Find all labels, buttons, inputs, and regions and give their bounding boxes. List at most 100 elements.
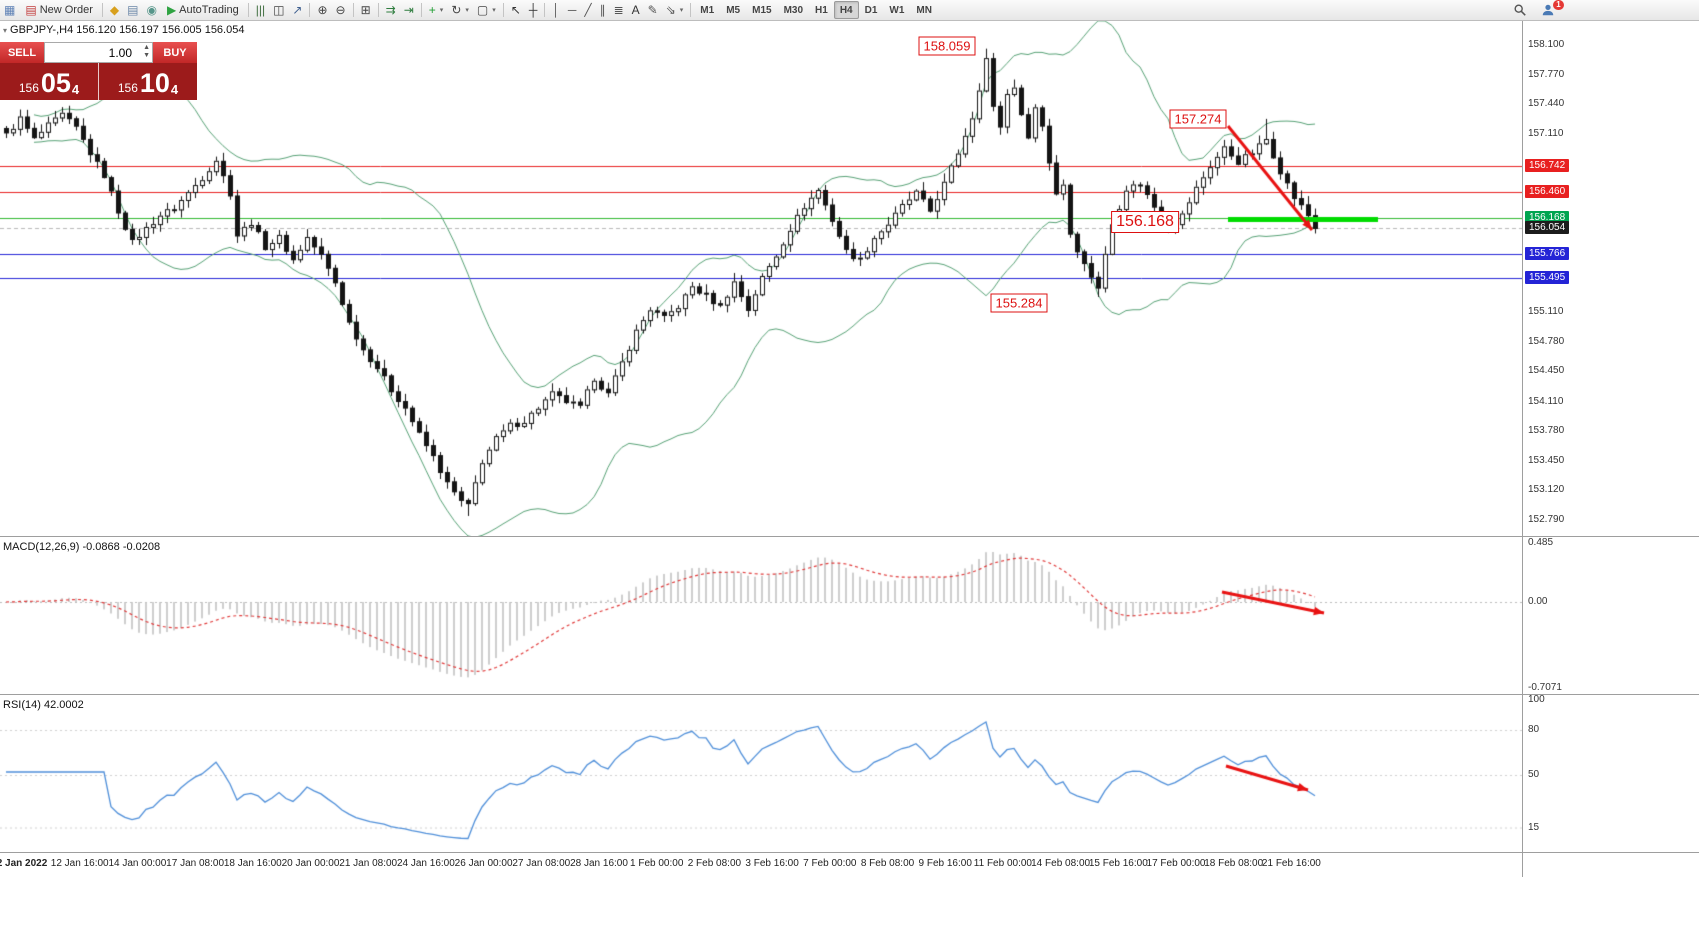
date-label: 18 Feb 08:00	[1204, 858, 1264, 869]
volume-down-icon[interactable]: ▼	[143, 52, 150, 59]
timeframe-mn-button[interactable]: MN	[916, 4, 932, 16]
timeframe-m15-button[interactable]: M15	[752, 4, 772, 16]
macd-canvas[interactable]	[0, 537, 1522, 693]
price-chart-canvas[interactable]	[0, 20, 1522, 536]
buy-button[interactable]: BUY	[153, 42, 197, 63]
sell-price-prefix: 156	[18, 81, 39, 95]
chart-window-icon[interactable]: ▦	[4, 3, 16, 17]
candlestick-mode-icon[interactable]: ◫	[273, 3, 285, 17]
toolbar-separator	[377, 3, 379, 17]
rsi-axis-label: 50	[1528, 769, 1540, 780]
toolbar-right-group: 1	[1509, 0, 1564, 20]
zoom-in-icon[interactable]: ⊕	[317, 3, 328, 17]
time-axis[interactable]: 2 Jan 2022 12 Jan 16:00 14 Jan 00:00 17 Jan…	[0, 853, 1699, 877]
toolbar-separator	[690, 3, 692, 17]
rsi-axis-label: 15	[1528, 821, 1540, 833]
toolbar-separator	[309, 3, 311, 17]
cursor-tool-icon[interactable]: ↖	[510, 3, 521, 17]
sell-price-pip: 4	[71, 82, 80, 97]
price-level-badge: 155.495	[1525, 271, 1570, 285]
date-label: 27 Jan 08:00	[512, 858, 571, 869]
date-label: 17 Feb 00:00	[1146, 858, 1206, 869]
axis-separator	[1522, 20, 1523, 877]
toolbar: ▦ ▤ New Order ◆ ▤ ◉ ▶ AutoTrading ||| ◫ ↗ ⊕ ⊖ ⊞ ⇉ ⇥ + ▾ ↻ ▾…	[0, 0, 1699, 21]
volume-up-icon[interactable]: ▲	[143, 44, 150, 51]
new-order-button[interactable]: ▤ New Order	[25, 3, 93, 17]
sell-button[interactable]: SELL	[0, 42, 44, 63]
macd-axis-label: 0.00	[1528, 596, 1548, 607]
one-click-collapse-icon[interactable]: ▾	[3, 26, 8, 35]
timeframe-m30-button[interactable]: M30	[783, 4, 804, 16]
channel-tool-icon[interactable]: ∥	[599, 3, 606, 17]
horizontal-line-tool-icon[interactable]: ─	[567, 3, 577, 17]
depth-of-market-icon[interactable]: ▤	[127, 3, 139, 17]
toolbar-separator	[247, 3, 249, 17]
symbol-search-icon[interactable]	[1509, 1, 1531, 19]
bar-chart-mode-icon[interactable]: |||	[255, 3, 266, 17]
trendline-tool-icon[interactable]: ╱	[584, 3, 592, 17]
chart-shift-icon[interactable]: ⇥	[403, 3, 414, 17]
date-label: 8 Feb 08:00	[860, 858, 915, 869]
autotrading-button[interactable]: ▶ AutoTrading	[166, 3, 239, 17]
date-label: 20 Jan 00:00	[281, 858, 340, 869]
price-tick: 153.120	[1528, 484, 1565, 496]
buy-price-prefix: 156	[117, 81, 138, 95]
panel-separator[interactable]	[0, 536, 1699, 537]
macd-axis-label: -0.7071	[1528, 681, 1562, 693]
zoom-out-icon[interactable]: ⊖	[335, 3, 346, 17]
price-tick: 153.450	[1528, 454, 1565, 466]
price-tick: 152.790	[1528, 513, 1565, 525]
account-icon[interactable]: 1	[1537, 0, 1564, 19]
timeframe-w1-button[interactable]: W1	[889, 4, 905, 16]
macd-indicator-label: MACD(12,26,9) -0.0868 -0.0208	[3, 541, 161, 553]
buy-price-big: 10	[139, 68, 170, 98]
price-tick: 157.770	[1528, 68, 1565, 80]
date-label: 7 Feb 00:00	[803, 858, 857, 869]
toolbar-separator	[544, 3, 546, 17]
crosshair-tool-icon[interactable]: ┼	[528, 3, 538, 17]
toolbar-separator	[420, 3, 422, 17]
templates-menu-icon[interactable]: ▢ ▾	[476, 3, 496, 17]
volume-spinner[interactable]: ▲ ▼	[143, 44, 150, 60]
line-chart-mode-icon[interactable]: ↗	[292, 3, 303, 17]
timeframe-d1-button[interactable]: D1	[864, 4, 878, 16]
tile-windows-icon[interactable]: ⊞	[360, 3, 371, 17]
price-level-badge: 156.742	[1525, 159, 1570, 173]
date-label: 28 Jan 16:00	[570, 858, 628, 869]
timeframe-m5-button[interactable]: M5	[726, 4, 741, 16]
date-label: 18 Jan 16:00	[223, 858, 282, 869]
auto-scroll-icon[interactable]: ⇉	[385, 3, 396, 17]
toolbar-separator	[502, 3, 504, 17]
volume-input[interactable]	[45, 44, 152, 61]
date-label: 11 Feb 00:00	[973, 858, 1032, 869]
price-tick: 155.110	[1528, 306, 1564, 318]
date-label: 2 Jan 2022	[0, 858, 48, 869]
date-label: 21 Feb 16:00	[1261, 858, 1321, 869]
panel-separator[interactable]	[0, 694, 1699, 695]
arrows-tool-icon[interactable]: ⇘ ▾	[665, 3, 684, 17]
algo-trading-status-icon[interactable]: ◉	[146, 3, 157, 17]
buy-price-pip: 4	[170, 82, 179, 97]
date-label: 14 Feb 08:00	[1031, 858, 1091, 869]
vertical-line-tool-icon[interactable]: │	[552, 3, 560, 17]
rsi-canvas[interactable]	[0, 695, 1522, 852]
price-tick: 158.100	[1528, 39, 1565, 50]
price-axis[interactable]: 158.100 157.770 157.440 157.110 155.110 154.7…	[1523, 20, 1699, 852]
timeframe-m1-button[interactable]: M1	[700, 4, 715, 16]
toolbar-separator	[352, 3, 354, 17]
timeframe-h4-button[interactable]: H4	[833, 1, 859, 19]
periods-menu-icon[interactable]: ↻ ▾	[451, 3, 469, 17]
timeframe-h1-button[interactable]: H1	[815, 4, 828, 16]
macd-axis-label: 0.485	[1528, 537, 1554, 549]
buy-price-button[interactable]: 156 10 4	[99, 63, 197, 100]
metaeditor-icon[interactable]: ◆	[109, 3, 120, 17]
sell-price-button[interactable]: 156 05 4	[0, 63, 99, 100]
rsi-axis-label: 100	[1528, 694, 1545, 705]
indicators-add-icon[interactable]: + ▾	[428, 3, 444, 17]
text-tool-icon[interactable]: A	[631, 3, 640, 17]
fibonacci-tool-icon[interactable]: ≣	[613, 3, 624, 17]
label-tool-icon[interactable]: ✎	[647, 3, 658, 17]
date-label: 12 Jan 16:00	[50, 858, 109, 869]
date-label: 26 Jan 00:00	[454, 858, 513, 869]
